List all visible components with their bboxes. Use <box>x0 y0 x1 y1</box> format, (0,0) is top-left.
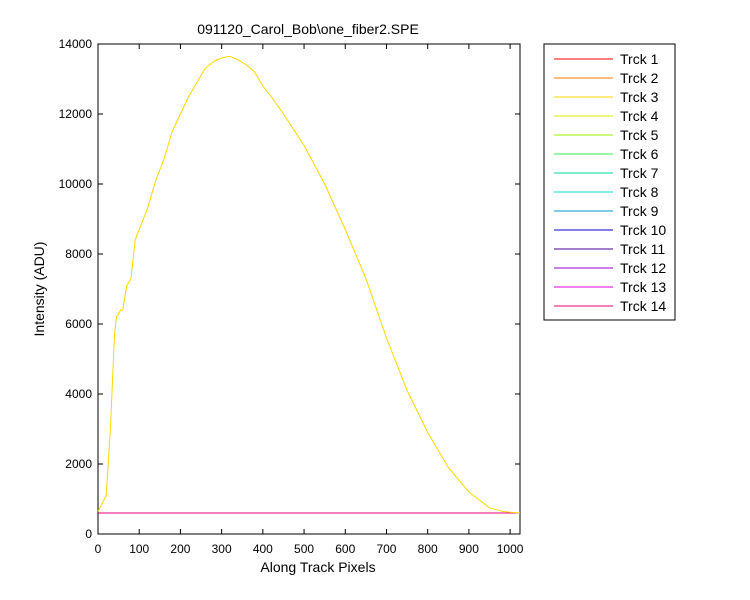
x-tick-label: 400 <box>253 542 273 556</box>
y-tick-label: 10000 <box>59 177 93 191</box>
y-tick-label: 8000 <box>65 247 92 261</box>
x-tick-label: 300 <box>212 542 232 556</box>
x-tick-label: 600 <box>335 542 355 556</box>
series-layer <box>97 55 521 514</box>
plot-frame <box>97 43 521 535</box>
x-tick-label: 700 <box>376 542 396 556</box>
y-tick-label: 4000 <box>65 387 92 401</box>
y-tick-label: 0 <box>85 527 92 541</box>
chart-title: 091120_Carol_Bob\one_fiber2.SPE <box>197 21 419 37</box>
x-axis-label: Along Track Pixels <box>260 559 375 575</box>
axis-ticks: 0 100 200 300 400 500 600 700 800 900 100002000400… <box>59 37 524 556</box>
series-line-3 <box>97 55 521 514</box>
y-axis-label: Intensity (ADU) <box>31 242 47 337</box>
legend-entry-label: Trck 10 <box>620 222 666 238</box>
legend-entry-label: Trck 2 <box>620 70 659 86</box>
plot-area <box>97 43 521 535</box>
y-tick-label: 6000 <box>65 317 92 331</box>
legend-entry-label: Trck 5 <box>620 127 659 143</box>
legend-entry-label: Trck 14 <box>620 298 666 314</box>
x-tick-label: 200 <box>170 542 190 556</box>
legend-entry-label: Trck 11 <box>620 241 665 257</box>
legend-entry-label: Trck 4 <box>620 108 659 124</box>
x-tick-label: 900 <box>459 542 479 556</box>
y-tick-label: 12000 <box>59 107 93 121</box>
x-tick-label: 0 <box>95 542 102 556</box>
x-tick-label: 800 <box>418 542 438 556</box>
legend-entry-label: Trck 1 <box>620 51 659 67</box>
legend-entry-label: Trck 7 <box>620 165 659 181</box>
legend-entry-label: Trck 3 <box>620 89 659 105</box>
y-tick-label: 14000 <box>59 37 93 51</box>
x-tick-label: 100 <box>129 542 149 556</box>
y-tick-label: 2000 <box>65 457 92 471</box>
x-tick-label: 500 <box>294 542 314 556</box>
legend-box <box>543 43 676 321</box>
legend: Trck 1 Trck 2 Trck 3 Trck 4 Trck 5 Trck 6 Trck… <box>543 43 676 321</box>
x-tick-label: 1000 <box>497 542 524 556</box>
legend-entry-label: Trck 6 <box>620 146 659 162</box>
legend-entry-label: Trck 9 <box>620 203 659 219</box>
legend-entry-label: Trck 13 <box>620 279 666 295</box>
legend-entry-label: Trck 8 <box>620 184 659 200</box>
legend-entry-label: Trck 12 <box>620 260 666 276</box>
